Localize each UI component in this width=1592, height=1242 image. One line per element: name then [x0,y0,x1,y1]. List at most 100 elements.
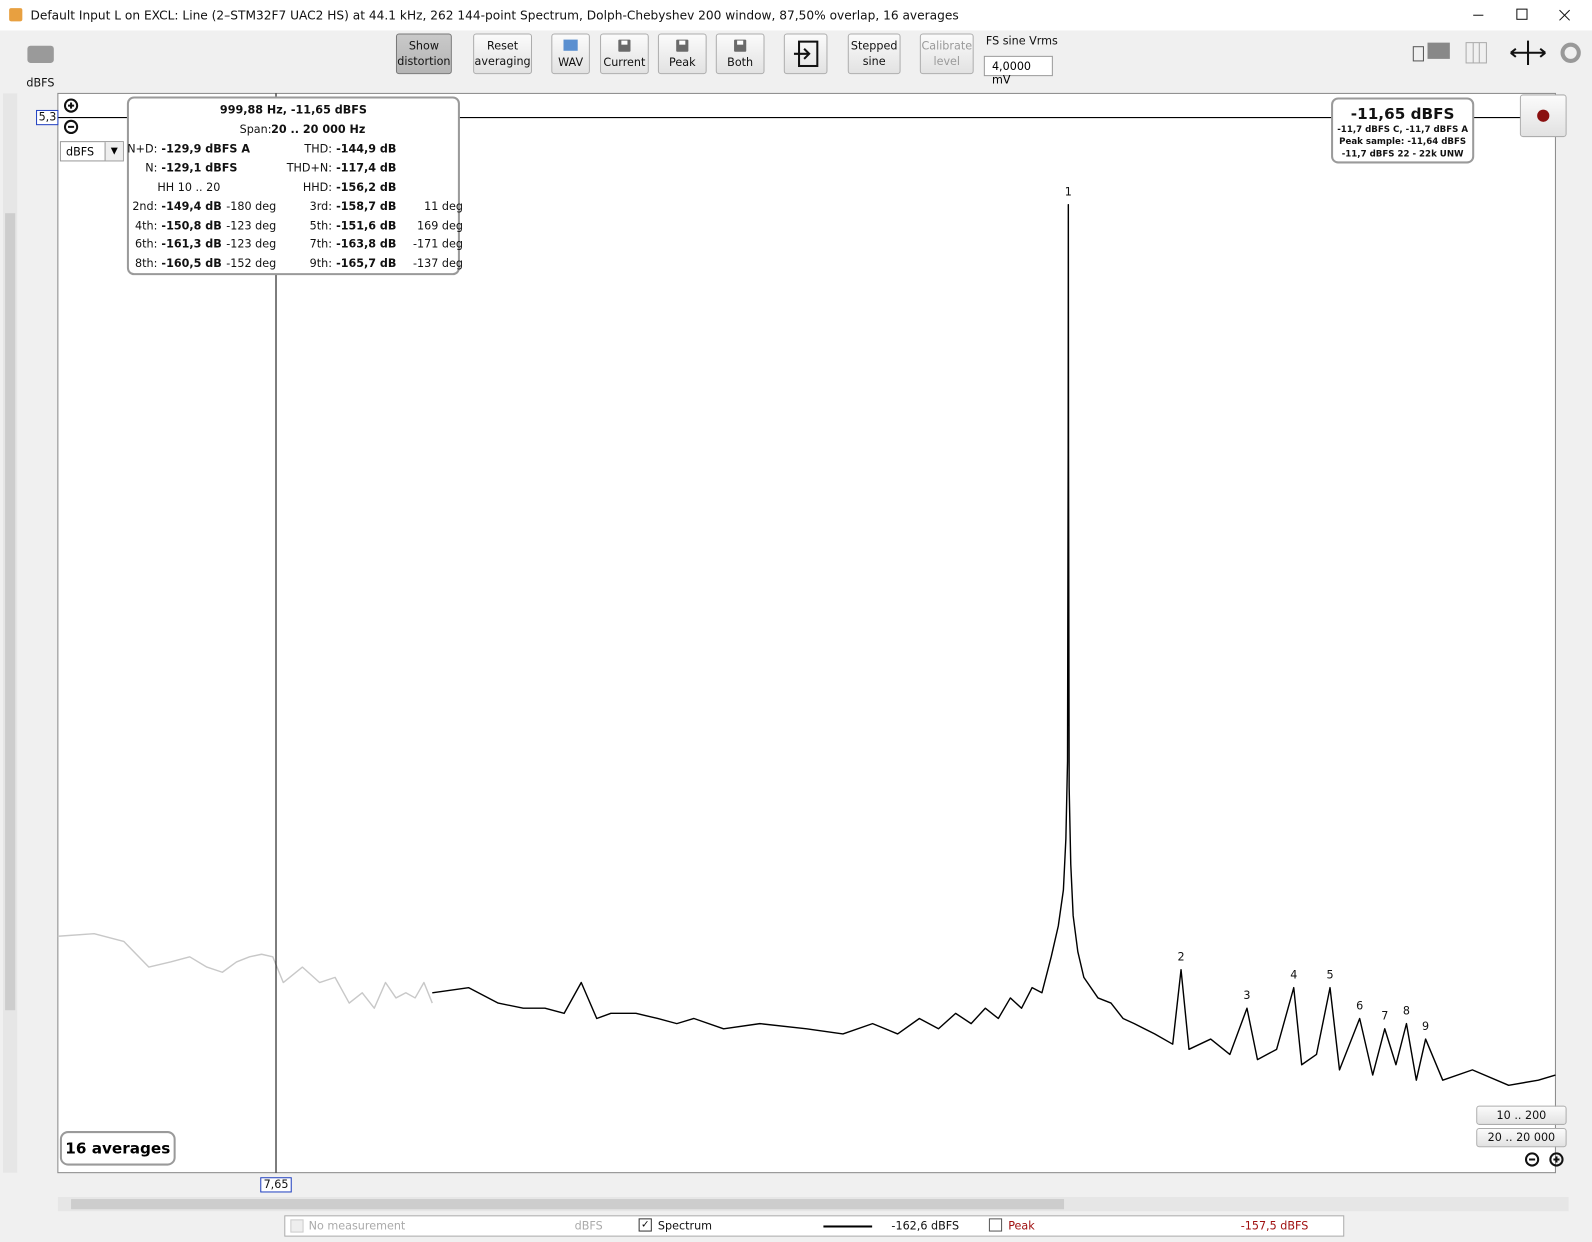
no-measurement-checkbox[interactable] [290,1219,304,1233]
peak-value: -157,5 dBFS [1240,1219,1309,1233]
current-label: Current [603,55,646,70]
scroll-thumb[interactable] [5,213,16,1011]
spectrum-checkbox[interactable]: ✓ [638,1218,652,1232]
export-button[interactable] [783,33,828,75]
harmonic-phase: -123 deg [226,218,277,233]
harmonic-value: -151,6 dB [336,218,397,233]
harmonic-value: -150,8 dB [161,218,222,233]
both-button[interactable]: Both [715,33,765,75]
harmonic-marker: 4 [1290,968,1297,981]
hhd-label: HHD: [302,180,333,194]
averages-box: 16 averages [59,1131,176,1166]
reset-averaging-button[interactable]: Reset averaging [473,33,533,75]
legend-bar: No measurement dBFS ✓ Spectrum -162,6 dB… [284,1215,1345,1237]
harmonic-phase: -123 deg [226,237,277,252]
thd-value: -144,9 dB [336,142,397,156]
y-axis-title: dBFS [26,76,55,90]
title-bar: Default Input L on EXCL: Line (2–STM32F7… [0,0,1592,31]
scroll-thumb[interactable] [71,1199,1065,1210]
harmonic-marker: 8 [1403,1004,1410,1017]
zoom-controls[interactable] [63,97,81,138]
snapshot-button[interactable] [25,43,54,65]
stepped-sine-button[interactable]: Stepped sine [847,33,901,75]
spectrum-label: Spectrum [657,1219,713,1233]
harmonic-phase: -180 deg [226,200,277,214]
wav-label: WAV [558,55,584,70]
distortion-panel [126,96,460,276]
peak-label: Peak [1008,1219,1035,1233]
harmonic-phase: -152 deg [226,256,277,271]
record-button[interactable] [1519,94,1567,138]
spectrum-value: -162,6 dBFS [891,1219,960,1233]
thd-label: THD: [304,142,333,156]
harmonic-phase: -171 deg [413,237,463,252]
harmonic-value: -160,5 dB [161,256,222,271]
harmonic-marker: 3 [1243,989,1250,1002]
current-button[interactable]: Current [600,33,649,75]
harmonic-marker: 6 [1356,999,1363,1012]
harmonic-value: -165,7 dB [336,256,397,271]
harmonic-label: 8th: [135,256,158,271]
range-button[interactable]: 20 .. 20 000 [1476,1127,1567,1148]
harmonic-label: 3rd: [309,200,333,214]
range-button[interactable]: 10 .. 200 [1476,1105,1567,1125]
both-label: Both [727,55,754,70]
harmonic-phase: -137 deg [413,256,463,271]
thdn-label: THD+N: [286,161,333,175]
nd-label: N+D: [127,142,158,156]
wav-button[interactable]: WAV [551,33,590,75]
harmonic-label: 9th: [309,256,333,271]
fs-input[interactable]: 4,0000 mV [983,55,1053,86]
harmonic-label: 7th: [309,237,333,252]
peak-checkbox[interactable] [988,1218,1003,1232]
hh-range: HH 10 .. 20 [157,180,221,194]
view-controls[interactable] [1411,39,1584,71]
harmonic-label: 6th: [135,237,158,252]
level-weighted: -11,7 dBFS C, -11,7 dBFS A [1337,124,1469,136]
harmonic-marker: 7 [1381,1010,1388,1023]
no-measurement-unit: dBFS [574,1219,603,1233]
harmonic-marker: 9 [1422,1020,1429,1033]
level-value: -11,65 dBFS [1350,104,1455,123]
cursor-y-label: 5,3 [39,111,57,124]
peak-button[interactable]: Peak [657,33,707,75]
harmonic-label: 5th: [309,218,333,233]
level-unweighted: -11,7 dBFS 22 - 22k UNW [1341,149,1464,160]
span-value: 20 .. 20 000 Hz [271,122,366,137]
window-title: Default Input L on EXCL: Line (2–STM32F7… [30,8,959,23]
hhd-value: -156,2 dB [336,180,397,194]
harmonic-phase: 11 deg [424,200,463,214]
spectrum-line [432,203,1556,1087]
calibrate-level-button[interactable]: Calibrate level [919,33,974,75]
harmonic-value: -161,3 dB [161,237,222,252]
spectrum-line [57,932,433,1009]
harmonic-marker: 5 [1326,968,1333,981]
harmonic-value: -163,8 dB [336,237,397,252]
span-label: Span: [239,122,272,137]
app-icon [9,8,23,22]
cursor-x-label: 7,65 [264,1178,289,1191]
harmonic-label: 4th: [135,218,158,233]
level-peak-sample: Peak sample: -11,64 dBFS [1339,137,1467,148]
harmonic-marker: 2 [1177,950,1184,963]
spectrum-swatch [823,1225,873,1228]
level-box [1331,97,1475,164]
show-distortion-button[interactable]: Show distortion [395,33,452,75]
n-value: -129,1 dBFS [161,161,238,175]
x-zoom-controls[interactable] [1523,1150,1568,1168]
harmonic-marker: 1 [1065,185,1072,198]
cursor-x-box [260,1177,292,1193]
n-label: N: [145,161,158,175]
nd-value: -129,9 dBFS A [161,142,251,156]
harmonic-value: -149,4 dB [161,200,222,214]
cursor-y-box [36,109,59,126]
harmonic-label: 2nd: [132,200,158,214]
harmonic-phase: 169 deg [417,218,463,233]
unit-select[interactable]: dBFS ▼ [59,141,124,162]
no-measurement-label: No measurement [308,1219,406,1233]
peak-label: Peak [669,55,696,70]
window-controls[interactable] [1462,0,1592,30]
cursor-readout: 999,88 Hz, -11,65 dBFS [219,103,367,117]
harmonic-value: -158,7 dB [336,200,397,214]
